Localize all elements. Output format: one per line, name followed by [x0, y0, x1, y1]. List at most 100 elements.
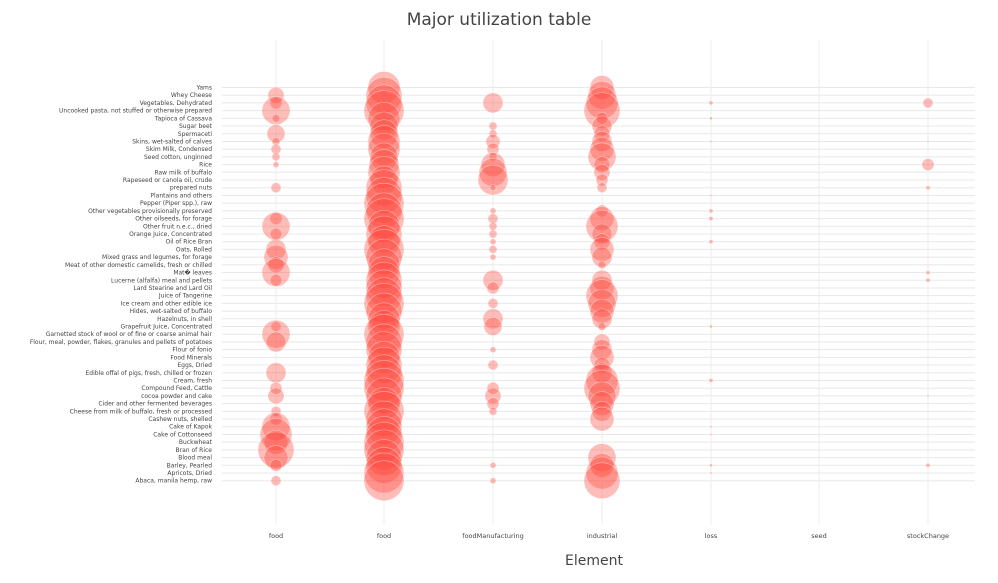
x-tick-label: seed — [811, 532, 827, 540]
bubble-marker — [709, 471, 713, 475]
bubble-marker — [363, 198, 405, 239]
y-tick-label: Raw milk of buffalo — [154, 169, 212, 176]
y-tick-label: Flour, meal, powder, flakes, granules an… — [30, 339, 212, 346]
bubble-marker — [925, 277, 931, 283]
bubble-marker — [482, 92, 504, 114]
x-axis-title: Element — [565, 553, 623, 569]
bubble-marker — [593, 233, 611, 250]
x-tick-label: industrial — [587, 532, 618, 540]
bubble-marker — [587, 443, 617, 472]
bubble-marker — [488, 407, 498, 416]
y-tick-label: Yams — [196, 85, 213, 92]
bubble-marker — [365, 84, 403, 122]
bubble-marker — [587, 289, 617, 318]
bubble-marker — [483, 317, 503, 336]
bubble-marker — [593, 356, 611, 374]
y-tick-label: Apricots, Dried — [167, 470, 212, 477]
bubble-marker — [267, 86, 285, 104]
bubble-marker — [595, 204, 609, 218]
bubble-marker — [482, 269, 504, 291]
bubble-marker — [365, 169, 403, 207]
y-tick-label: Hazelnuts, in shell — [157, 316, 212, 323]
bubble-marker — [367, 102, 401, 135]
bubble-marker — [365, 323, 403, 361]
y-tick-label: Cider and other fermented beverages — [98, 401, 212, 408]
bubble-marker — [266, 124, 286, 144]
x-tick-label: foodManufacturing — [462, 532, 523, 540]
y-tick-label: Bran of Rice — [176, 447, 213, 454]
y-tick-label: Meat of other domestic camelids, fresh o… — [65, 262, 212, 269]
bubble-marker — [271, 137, 281, 146]
bubble-marker — [484, 387, 502, 405]
bubble-marker — [363, 182, 405, 224]
y-tick-label: Tapioca of Cassava — [154, 115, 212, 122]
bubble-marker — [367, 125, 401, 158]
bubble-marker — [365, 192, 403, 230]
bubble-marker — [365, 277, 403, 314]
bubble-marker — [591, 362, 613, 384]
bubble-marker — [267, 256, 285, 274]
bubble-marker — [272, 161, 280, 168]
bubble-marker — [922, 97, 934, 109]
bubble-marker — [593, 164, 611, 181]
bubble-marker — [365, 354, 403, 392]
bubble-marker — [365, 408, 403, 446]
y-tick-label: Sugar beet — [179, 123, 213, 130]
bubble-marker — [365, 416, 403, 453]
y-tick-label: Eggs, Dried — [177, 362, 212, 369]
x-tick-label: stockChange — [907, 532, 949, 540]
bubble-marker — [488, 129, 498, 139]
bubble-marker — [270, 475, 282, 487]
bubble-marker — [489, 184, 497, 192]
chart-title: Major utilization table — [406, 10, 592, 30]
bubble-marker — [589, 406, 615, 432]
y-tick-label: Cashew nuts, shelled — [148, 416, 212, 423]
bubble-marker — [489, 346, 497, 353]
bubble-marker — [365, 331, 403, 368]
bubble-marker — [709, 140, 713, 143]
bubble-marker — [591, 131, 613, 152]
y-tick-label: Blood meal — [178, 455, 212, 462]
bubble-marker — [925, 270, 931, 275]
bubble-marker — [709, 463, 713, 468]
bubble-marker — [486, 397, 500, 410]
bubble-marker — [709, 425, 713, 429]
bubble-marker — [597, 260, 607, 270]
bubble-marker — [921, 158, 935, 171]
bubble-marker — [363, 360, 405, 401]
x-tick-label: food — [269, 532, 283, 540]
bubble-marker — [591, 339, 613, 360]
bubble-marker — [709, 194, 713, 197]
bubble-marker — [365, 269, 403, 307]
bubble-marker — [489, 461, 497, 469]
bubble-marker — [488, 121, 498, 131]
y-tick-label: Garnetted stock of wool or of fine or co… — [46, 331, 213, 338]
y-tick-label: Abaca, manila hemp, raw — [135, 478, 212, 485]
bubble-marker — [365, 400, 403, 438]
bubble-marker — [367, 132, 401, 166]
bubble-marker — [926, 140, 930, 143]
bubble-marker — [369, 111, 399, 141]
bubble-marker — [363, 391, 405, 432]
bubble-marker — [269, 273, 283, 287]
bubble-marker — [591, 269, 613, 291]
bubble-marker — [709, 433, 713, 436]
y-tick-label: Flour of fonio — [172, 347, 212, 354]
y-tick-label: Whey Cheese — [171, 92, 212, 99]
bubble-marker — [365, 177, 403, 214]
bubble-marker — [708, 216, 714, 221]
bubble-marker — [485, 134, 501, 149]
bubble-marker — [365, 261, 403, 299]
bubble-marker — [486, 281, 500, 295]
bubble-marker — [925, 462, 931, 468]
bubble-marker — [367, 156, 401, 189]
bubble-marker — [263, 429, 289, 455]
bubble-marker — [269, 458, 283, 472]
y-tick-label: Oats, Rolled — [176, 246, 212, 253]
bubble-marker — [709, 324, 713, 329]
bubble-marker — [363, 367, 405, 409]
y-tick-label: Oil of Rice Bran — [166, 239, 213, 246]
y-tick-label: Grapefruit Juice, Concentrated — [121, 324, 213, 331]
y-tick-label: Barley, Pearled — [167, 462, 213, 469]
